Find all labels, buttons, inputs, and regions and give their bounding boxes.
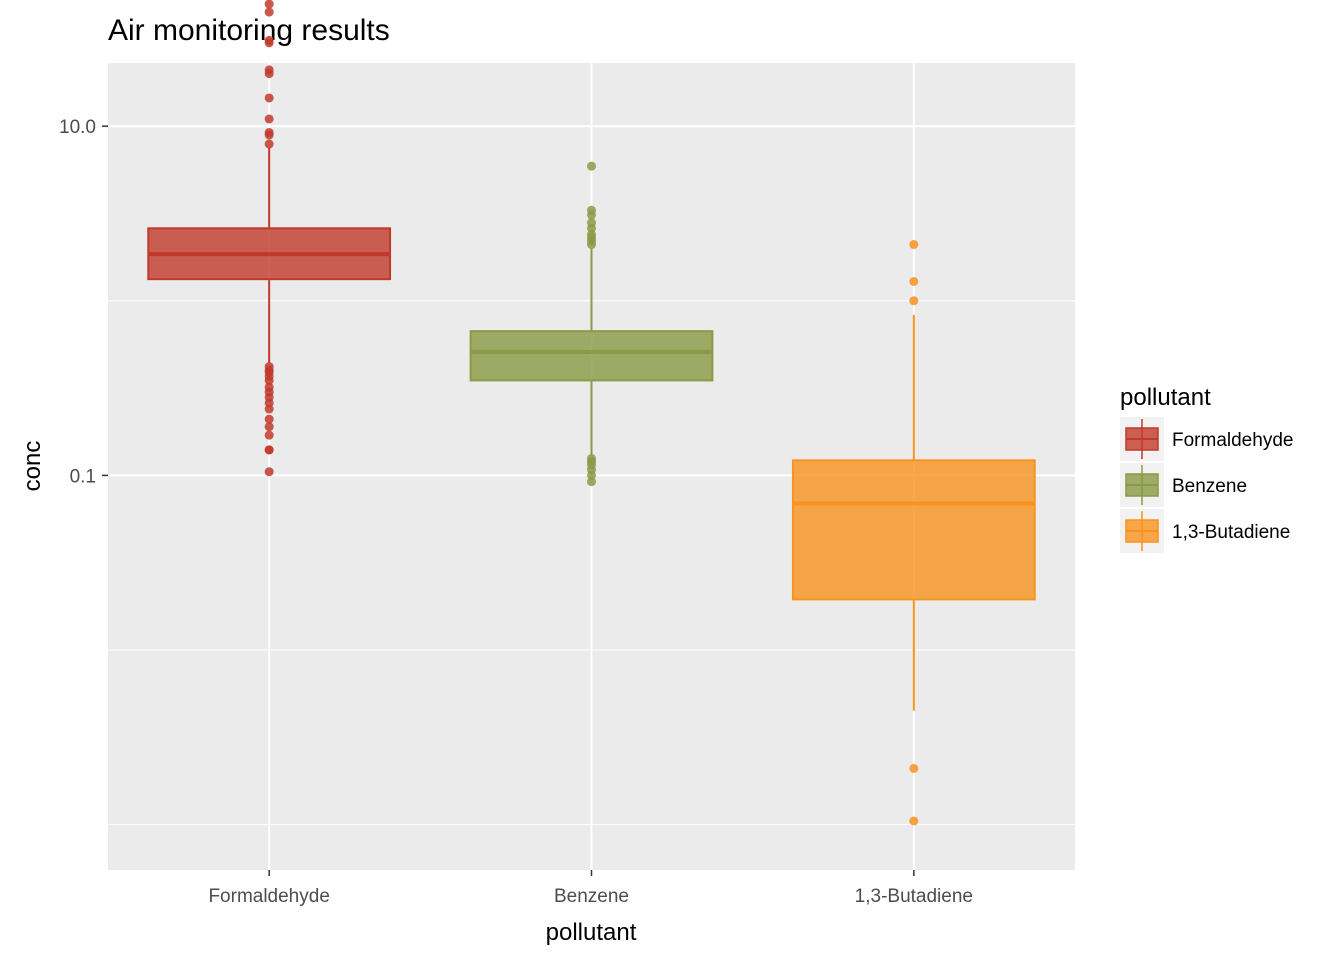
box-iqr	[469, 330, 714, 382]
box-series	[791, 240, 1036, 826]
outlier-point	[587, 218, 596, 228]
y-tick-label: 10.0	[59, 117, 96, 138]
outlier-point	[264, 445, 274, 455]
box-series	[469, 161, 714, 487]
y-tick-label: 0.1	[70, 466, 96, 487]
outlier-point	[264, 0, 274, 9]
outlier-point	[264, 414, 274, 424]
box-layer	[147, 0, 1036, 826]
outlier-point	[264, 114, 274, 124]
legend-label: Formaldehyde	[1172, 430, 1293, 451]
outlier-point	[264, 430, 274, 440]
outlier-point	[909, 296, 919, 306]
outlier-point	[264, 93, 274, 103]
grid-lines	[108, 63, 1075, 870]
outlier-point	[587, 477, 596, 487]
box-series	[147, 0, 392, 477]
outlier-point	[264, 467, 274, 477]
outlier-point	[909, 276, 919, 286]
legend-label: Benzene	[1172, 476, 1247, 497]
outlier-point	[909, 240, 919, 250]
box-iqr	[791, 459, 1036, 601]
outlier-point	[264, 139, 274, 149]
legend-entry: Benzene	[1120, 463, 1247, 507]
x-tick-label: Benzene	[554, 886, 629, 907]
x-tick-label: 1,3-Butadiene	[855, 886, 973, 907]
chart-title: Air monitoring results	[108, 14, 390, 47]
outlier-point	[264, 362, 274, 372]
legend-title: pollutant	[1120, 384, 1211, 411]
legend-entries: Formaldehyde Benzene 1,3-Butadiene	[1120, 417, 1293, 553]
outlier-point	[264, 7, 274, 17]
outlier-point	[264, 422, 274, 432]
axis-layer: 10.0 0.1 Formaldehyde Benzene 1,3-Butadiene	[59, 117, 973, 907]
outlier-point	[909, 763, 919, 773]
legend: pollutant Formaldehyde Benzene 1,3-Butadie…	[1120, 384, 1293, 553]
legend-entry: 1,3-Butadiene	[1120, 509, 1290, 553]
outlier-point	[587, 453, 596, 463]
outlier-point	[264, 65, 274, 75]
x-axis-title: pollutant	[546, 919, 637, 946]
outlier-point	[264, 35, 274, 45]
outlier-point	[264, 382, 274, 392]
x-tick-label: Formaldehyde	[208, 886, 329, 907]
outlier-point	[264, 127, 274, 137]
outlier-point	[587, 161, 596, 171]
outlier-point	[587, 205, 596, 215]
outlier-point	[909, 816, 919, 826]
legend-entry: Formaldehyde	[1120, 417, 1293, 461]
legend-label: 1,3-Butadiene	[1172, 522, 1290, 543]
y-axis-title: conc	[19, 441, 46, 492]
